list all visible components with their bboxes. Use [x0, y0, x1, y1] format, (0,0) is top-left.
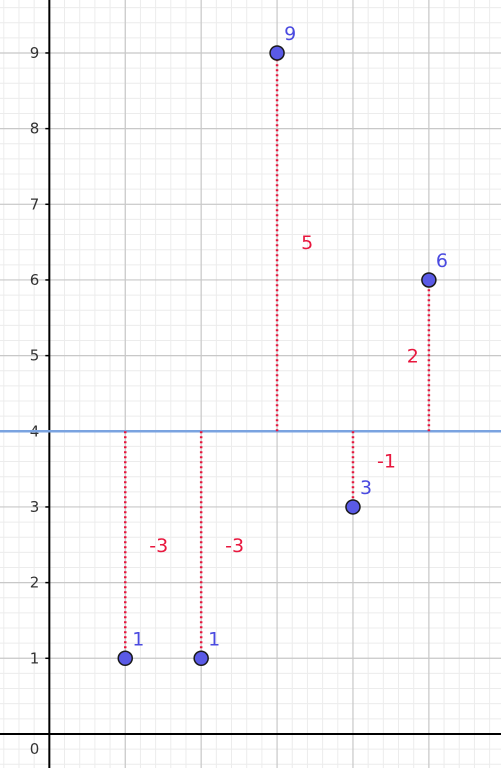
y-tick-label: 1	[30, 649, 40, 667]
data-point	[269, 45, 285, 61]
point-label: 9	[284, 23, 296, 45]
y-tick-label: 6	[30, 271, 40, 289]
y-tick-label: 3	[30, 498, 40, 516]
y-tick-label: 8	[30, 120, 40, 138]
y-tick-label: 9	[30, 44, 40, 62]
deviation-label: -1	[377, 450, 396, 472]
y-tick-label: 5	[30, 347, 40, 365]
point-label: 1	[208, 628, 220, 650]
point-labels: 1 1 9 3 6	[132, 23, 448, 650]
data-point	[421, 272, 437, 288]
data-point	[117, 650, 133, 667]
y-tick-label: 0	[30, 740, 40, 758]
deviation-label: 2	[407, 346, 419, 368]
deviation-label: 5	[301, 232, 313, 254]
data-points	[117, 45, 437, 667]
data-point	[345, 499, 361, 515]
point-label: 1	[132, 628, 144, 650]
data-point	[193, 650, 209, 667]
deviation-lines	[124, 52, 431, 659]
deviation-label: -3	[149, 535, 168, 557]
deviation-label: -3	[225, 535, 244, 557]
deviation-labels: -3 -3 5 -1 2	[149, 232, 419, 557]
point-label: 6	[436, 250, 448, 272]
point-label: 3	[360, 477, 372, 499]
y-tick-label: 7	[30, 195, 40, 213]
y-tick-label: 2	[30, 574, 40, 592]
